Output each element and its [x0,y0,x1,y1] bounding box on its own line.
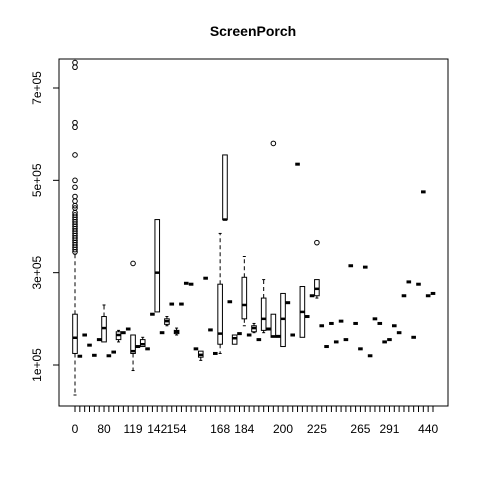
outlier-point [72,202,78,209]
boxes-layer [72,59,436,396]
y-tick-label: 7e+05 [30,71,44,105]
outlier-point [72,249,78,255]
box [222,154,228,221]
box-group [241,256,248,327]
box [154,219,161,313]
outlier-point [72,124,78,131]
box-group [197,350,204,361]
outlier-point [72,64,78,71]
y-tick-label: 3e+05 [30,255,44,289]
box [72,313,78,354]
outlier-point [72,152,78,158]
y-tick-label: 1e+05 [30,348,44,382]
outlier-point [72,246,78,253]
box-group [260,279,267,334]
y-axis: 1e+05 3e+05 5e+05 7e+05 [30,71,60,382]
x-tick-label: 184 [234,422,254,436]
x-tick-label: 291 [379,422,399,436]
box-group [222,154,228,221]
box-group [164,316,170,327]
box-group [72,59,78,396]
outlier-point [72,184,78,191]
box [260,297,267,331]
outlier-point [314,239,320,246]
x-tick-label: 265 [350,422,370,436]
box [231,334,238,345]
box [270,313,277,338]
x-tick-label: 154 [167,422,187,436]
chart-title: ScreenPorch [210,23,296,39]
x-tick-label: 0 [72,422,79,436]
box-group [314,239,320,299]
x-tick-label: 225 [307,422,327,436]
box-group [139,336,146,348]
box-group [130,260,136,372]
x-axis: 0 80 119 142 154 168 184 200 225 265 291 440 [72,405,438,436]
y-tick-label: 5e+05 [30,163,44,197]
x-tick-label: 200 [273,422,293,436]
box [241,276,248,320]
x-tick-label: 440 [418,422,438,436]
outlier-point [130,260,136,267]
box [217,283,223,345]
box-group [115,329,122,343]
box-group [270,140,277,338]
box-group [251,322,257,334]
box-group [173,327,180,336]
outlier-point [72,177,78,184]
box-group [299,286,306,338]
x-tick-label: 119 [123,422,142,436]
x-tick-label: 80 [97,422,111,436]
box-group [217,232,223,354]
box [130,334,136,354]
box-group [231,334,238,345]
box-group [101,304,107,343]
outlier-point [270,140,277,147]
x-tick-label: 142 [147,422,167,436]
x-tick-label: 168 [210,422,230,436]
box-group [280,292,286,348]
box-group [154,219,161,313]
